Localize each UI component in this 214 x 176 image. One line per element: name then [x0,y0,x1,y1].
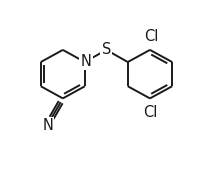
Text: S: S [102,42,111,57]
Text: N: N [80,54,91,69]
Text: Cl: Cl [143,105,157,120]
Text: N: N [42,118,53,133]
Text: Cl: Cl [144,29,159,44]
